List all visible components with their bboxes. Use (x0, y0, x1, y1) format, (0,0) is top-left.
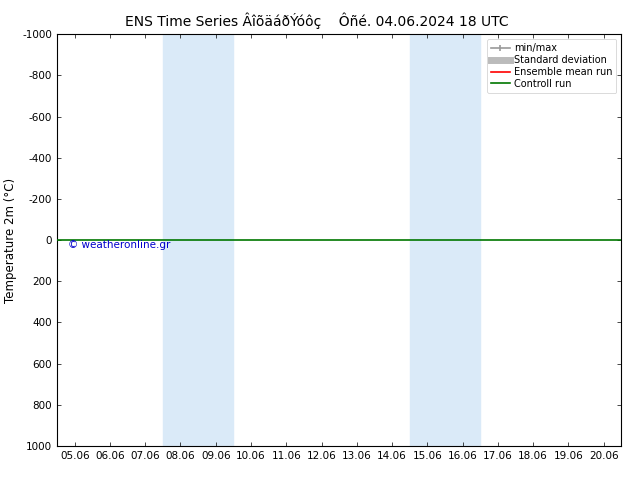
Text: ENS Time Series ÂîõäáðÝóôç    Ôñé. 04.06.2024 18 UTC: ENS Time Series ÂîõäáðÝóôç Ôñé. 04.06.20… (125, 12, 509, 29)
Y-axis label: Temperature 2m (°C): Temperature 2m (°C) (4, 177, 16, 303)
Bar (163, 34, 233, 446)
Legend: min/max, Standard deviation, Ensemble mean run, Controll run: min/max, Standard deviation, Ensemble me… (487, 39, 616, 93)
Text: © weatheronline.gr: © weatheronline.gr (68, 240, 171, 250)
Bar (410, 34, 481, 446)
